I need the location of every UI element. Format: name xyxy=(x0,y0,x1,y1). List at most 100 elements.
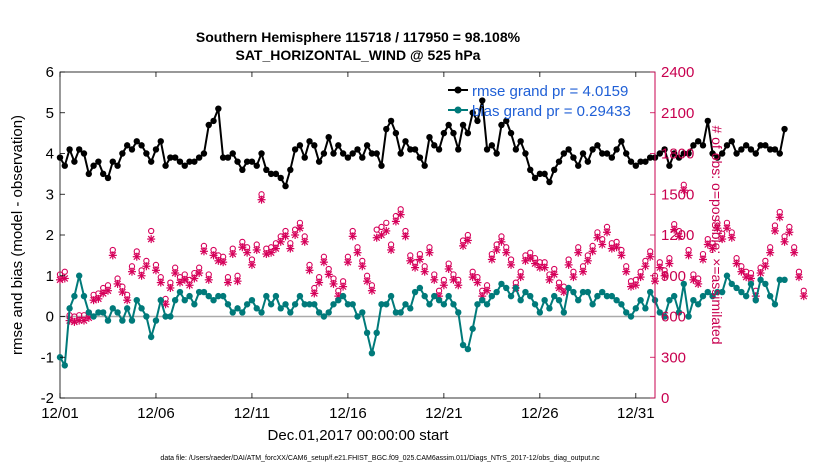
rmse-point xyxy=(248,158,256,165)
bias-point xyxy=(584,288,592,296)
obs-assimilated-marker xyxy=(228,250,237,259)
bias-point xyxy=(383,301,390,308)
rmse-point xyxy=(71,158,78,165)
obs-assimilated-marker xyxy=(722,224,731,233)
bias-point xyxy=(421,292,428,300)
bias-point xyxy=(243,301,251,308)
rmse-point xyxy=(608,154,616,161)
rmse-point xyxy=(61,162,68,169)
rmse-point xyxy=(613,146,620,153)
obs-assimilated-marker xyxy=(363,277,372,286)
obs-assimilated-marker xyxy=(674,232,683,241)
obs-assimilated-marker xyxy=(94,294,103,303)
right-tick-label: 900 xyxy=(661,268,686,285)
rmse-point xyxy=(205,121,212,129)
bias-point xyxy=(493,288,500,296)
rmse-point xyxy=(133,138,140,145)
bias-point xyxy=(320,313,328,320)
obs-assimilated-marker xyxy=(108,251,117,260)
rmse-point xyxy=(392,129,400,137)
rmse-point xyxy=(738,146,745,153)
obs-assimilated-marker xyxy=(737,267,746,276)
rmse-point xyxy=(781,125,788,133)
rmse-point xyxy=(95,158,102,165)
bias-point xyxy=(143,313,150,320)
bias-point xyxy=(392,309,400,316)
rmse-point xyxy=(551,166,558,173)
bias-point xyxy=(440,301,448,308)
rmse-point xyxy=(733,150,740,157)
rmse-point xyxy=(594,142,601,149)
rmse-point xyxy=(90,162,97,169)
bias-point xyxy=(171,297,179,304)
obs-assimilated-marker xyxy=(713,224,722,233)
left-tick-label: -1 xyxy=(41,349,54,366)
obs-assimilated-marker xyxy=(718,235,727,244)
left-tick-label: 6 xyxy=(46,64,54,81)
bias-point xyxy=(647,288,654,296)
bias-point xyxy=(258,309,265,316)
bias-point xyxy=(608,292,616,300)
obs-assimilated-marker xyxy=(790,248,799,257)
bias-point xyxy=(224,301,232,308)
rmse-point xyxy=(747,146,755,153)
rmse-point xyxy=(728,138,735,145)
bias-point xyxy=(311,301,318,308)
obs-possible-marker xyxy=(148,227,155,235)
rmse-point xyxy=(114,162,121,169)
obs-assimilated-marker xyxy=(295,224,304,233)
bias-point xyxy=(104,317,112,324)
obs-assimilated-marker xyxy=(665,259,674,268)
rmse-point xyxy=(685,150,692,157)
obs-assimilated-marker xyxy=(756,269,765,278)
bias-point xyxy=(234,305,241,312)
obs-assimilated-marker xyxy=(209,251,218,260)
obs-assimilated-marker xyxy=(103,286,112,295)
obs-assimilated-marker xyxy=(252,245,261,254)
rmse-point xyxy=(287,166,294,173)
obs-assimilated-marker xyxy=(430,275,439,284)
bias-point xyxy=(445,292,452,300)
obs-assimilated-marker xyxy=(526,254,535,263)
plot-area xyxy=(59,71,656,399)
obs-assimilated-marker xyxy=(785,228,794,237)
bias-point xyxy=(339,292,347,300)
obs-assimilated-marker xyxy=(123,296,132,305)
x-tick-label: 12/21 xyxy=(425,405,463,422)
bias-point xyxy=(99,309,107,316)
rmse-point xyxy=(219,154,227,161)
bias-point xyxy=(215,292,222,300)
rmse-point xyxy=(431,142,438,149)
x-axis: 12/01 12/06 12/11 12/16 12/21 12/26 12/31 xyxy=(41,72,655,422)
bias-point xyxy=(109,305,116,312)
obs-assimilated-marker xyxy=(391,217,400,226)
rmse-point xyxy=(666,162,673,169)
bias-point xyxy=(699,292,707,300)
bias-point xyxy=(656,309,663,316)
x-tick-label: 12/01 xyxy=(41,405,79,422)
obs-assimilated-marker xyxy=(598,240,607,249)
rmse-point xyxy=(363,142,371,149)
bias-point xyxy=(690,297,697,304)
bias-point xyxy=(200,288,208,296)
rmse-point xyxy=(85,170,92,178)
obs-assimilated-marker xyxy=(132,252,141,261)
bias-point xyxy=(119,317,126,324)
bias-point xyxy=(613,297,620,304)
obs-assimilated-marker xyxy=(425,248,434,257)
obs-assimilated-marker xyxy=(617,251,626,260)
bias-point xyxy=(733,284,740,292)
legend: rmse grand pr = 4.0159 bias grand pr = 0… xyxy=(448,83,631,120)
rmse-point xyxy=(718,150,726,157)
left-tick-label: 3 xyxy=(46,186,54,203)
rmse-point xyxy=(579,150,587,157)
rmse-point xyxy=(527,166,534,173)
rmse-point xyxy=(531,174,539,182)
right-tick-label: 2400 xyxy=(661,64,694,81)
obs-assimilated-marker xyxy=(195,269,204,278)
obs-count-markers xyxy=(56,181,808,326)
rmse-point xyxy=(469,109,476,116)
rmse-point xyxy=(479,97,486,104)
rmse-point xyxy=(546,178,553,186)
bias-point xyxy=(781,276,788,284)
